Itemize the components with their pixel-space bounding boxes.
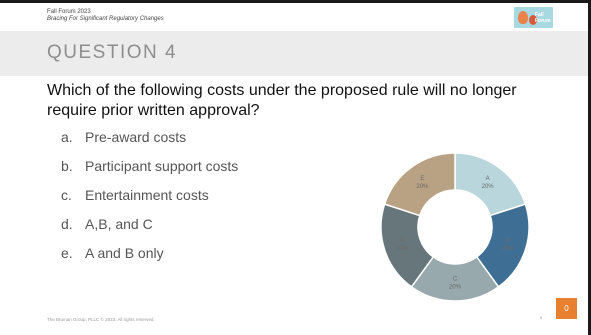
donut-value-label: 20% xyxy=(416,184,429,190)
heading-band xyxy=(0,31,588,76)
event-logo-icon: Fall Forum xyxy=(514,7,553,28)
option-text: Pre-award costs xyxy=(85,129,187,145)
logo-wordmark: Fall Forum xyxy=(535,12,551,24)
answer-option-d[interactable]: d. A,B, and C xyxy=(61,216,238,245)
donut-slice-e xyxy=(383,152,456,217)
answer-option-a[interactable]: a. Pre-award costs xyxy=(61,129,238,158)
option-letter: c. xyxy=(61,187,72,203)
answer-options: a. Pre-award costs b. Participant support … xyxy=(61,129,238,274)
donut-value-label: 20% xyxy=(449,285,462,291)
donut-value-label: 20% xyxy=(502,246,515,252)
logo-leaf-icon xyxy=(529,15,537,25)
option-letter: b. xyxy=(61,158,73,174)
logo-leaf-icon xyxy=(518,11,528,24)
option-text: Participant support costs xyxy=(85,158,239,174)
donut-category-label: C xyxy=(453,277,458,283)
option-letter: e. xyxy=(61,245,73,261)
answer-option-b[interactable]: b. Participant support costs xyxy=(61,158,238,187)
donut-category-label: E xyxy=(420,176,424,182)
event-title: Fall Forum 2023 xyxy=(47,9,91,15)
response-donut-chart: A 20% B 20% C 20% D 20% E 20% xyxy=(380,152,530,302)
option-text: Entertainment costs xyxy=(85,187,209,203)
donut-category-label: A xyxy=(486,176,490,182)
option-letter: a. xyxy=(61,129,73,145)
question-heading: QUESTION 4 xyxy=(47,42,178,63)
answer-option-e[interactable]: e. A and B only xyxy=(61,245,238,274)
event-subtitle: Bracing For Significant Regulatory Chang… xyxy=(47,16,164,22)
donut-category-label: D xyxy=(400,238,405,244)
donut-value-label: 20% xyxy=(482,184,495,190)
slide-frame-top xyxy=(0,0,591,3)
response-counter: 0 xyxy=(556,298,577,319)
donut-category-label: B xyxy=(506,238,510,244)
donut-value-label: 20% xyxy=(396,246,409,252)
option-letter: d. xyxy=(61,216,73,232)
slide-frame-right xyxy=(588,0,591,335)
page-number: 5 xyxy=(540,315,543,320)
answer-option-c[interactable]: c. Entertainment costs xyxy=(61,187,238,216)
option-text: A and B only xyxy=(85,245,164,261)
question-text: Which of the following costs under the p… xyxy=(47,82,517,119)
footer-copyright: The Bruman Group, PLLC © 2023. All right… xyxy=(47,317,155,322)
option-text: A,B, and C xyxy=(85,216,153,232)
